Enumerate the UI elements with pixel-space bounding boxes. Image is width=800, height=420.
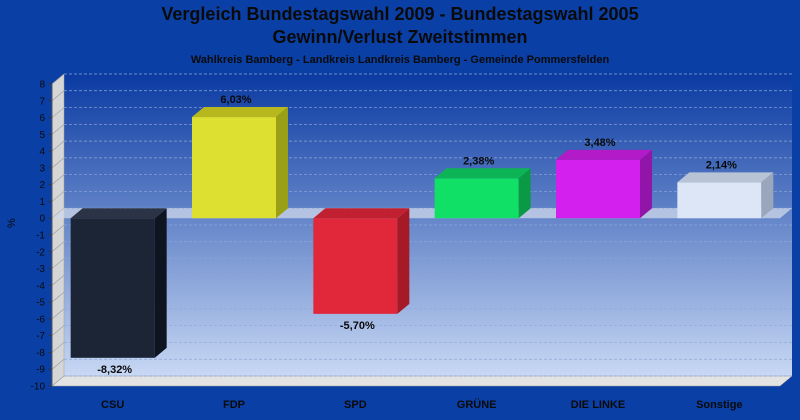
bar-top xyxy=(70,208,167,219)
data-label: 3,48% xyxy=(584,137,615,149)
plot-floor xyxy=(51,375,793,387)
bar-top xyxy=(313,208,410,219)
data-label: 2,38% xyxy=(463,155,494,167)
gridline-side xyxy=(51,325,65,336)
y-tick-label: 7 xyxy=(39,96,45,107)
gridline-side xyxy=(51,174,65,185)
gridline-side xyxy=(51,291,65,303)
chart-subtitle: Wahlkreis Bamberg - Landkreis Landkreis … xyxy=(190,54,610,66)
gridline-side xyxy=(51,308,65,320)
bar-front xyxy=(677,182,762,219)
bar-front xyxy=(313,218,398,314)
x-category-label: CSU xyxy=(101,399,124,411)
y-tick-label: -10 xyxy=(31,382,46,393)
bar-side xyxy=(640,149,652,219)
gridline-side xyxy=(51,140,65,152)
y-tick-label: -5 xyxy=(36,298,45,309)
y-tick-label: -3 xyxy=(36,264,45,275)
bar-top xyxy=(556,149,652,160)
chart-title-line1: Vergleich Bundestagswahl 2009 - Bundesta… xyxy=(161,4,639,24)
chart-title-line2: Gewinn/Verlust Zweitstimmen xyxy=(272,27,528,47)
bar-front xyxy=(70,218,155,358)
bar-front xyxy=(192,117,276,219)
bar-side xyxy=(518,168,531,219)
y-tick-label: -9 xyxy=(36,365,45,376)
data-label: -5,70% xyxy=(340,320,375,332)
y-tick-label: 6 xyxy=(39,113,45,124)
gridline-side xyxy=(51,157,65,169)
x-category-label: Sonstige xyxy=(696,399,742,411)
bar-GRÜNE xyxy=(434,168,531,219)
gridline-side xyxy=(51,107,65,118)
y-tick-label: 2 xyxy=(39,180,45,191)
plot-back-wall xyxy=(64,74,792,376)
bar-side xyxy=(154,208,167,358)
bar-SPD xyxy=(313,208,410,314)
bar-front xyxy=(556,159,640,219)
data-label: -8,32% xyxy=(97,364,132,376)
y-tick-label: -2 xyxy=(36,247,45,258)
x-category-label: DIE LINKE xyxy=(571,399,625,411)
bar-side xyxy=(761,172,774,219)
gridline-side xyxy=(51,275,65,286)
y-tick-label: -6 xyxy=(36,314,45,325)
gridline-side xyxy=(51,342,65,353)
bar-FDP xyxy=(192,107,288,219)
y-tick-label: 8 xyxy=(39,80,45,91)
y-tick-label: -8 xyxy=(36,348,45,359)
y-tick-label: 0 xyxy=(39,214,45,225)
x-category-label: FDP xyxy=(223,399,245,411)
bar-front xyxy=(434,178,519,219)
gridline-side xyxy=(51,73,65,85)
y-tick-label: 5 xyxy=(39,130,45,141)
bar-top xyxy=(677,172,774,183)
data-label: 6,03% xyxy=(220,94,251,106)
gridline-side xyxy=(51,124,65,135)
x-category-label: SPD xyxy=(344,399,367,411)
y-tick-label: 1 xyxy=(39,197,45,208)
y-tick-label: 4 xyxy=(39,147,45,158)
bar-top xyxy=(434,168,531,179)
gridline-side xyxy=(51,375,65,387)
y-tick-label: -7 xyxy=(36,331,45,342)
data-label: 2,14% xyxy=(706,159,737,171)
gridline-side xyxy=(51,90,65,102)
y-tick-label: -1 xyxy=(36,231,45,242)
bar-DIE LINKE xyxy=(556,149,652,219)
y-tick-label: 3 xyxy=(39,163,45,174)
gridline-side xyxy=(51,241,65,253)
gridline-side xyxy=(51,191,65,202)
gridline-side xyxy=(51,358,65,370)
bar-top xyxy=(192,107,288,118)
bar-side xyxy=(397,208,410,314)
bar-Sonstige xyxy=(677,172,774,219)
x-category-label: GRÜNE xyxy=(457,398,497,411)
bar-CSU xyxy=(70,208,167,358)
gridline-side xyxy=(51,258,65,269)
bar-side xyxy=(276,107,288,219)
gridline-side xyxy=(51,224,65,236)
y-tick-label: -4 xyxy=(36,281,45,292)
